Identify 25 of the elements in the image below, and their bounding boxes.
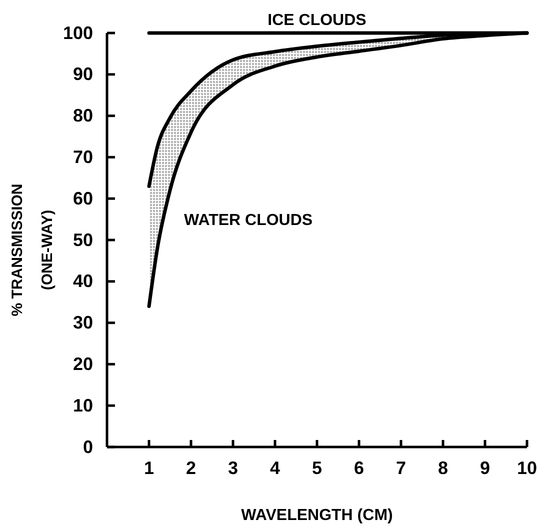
x-tick-label: 6 <box>354 458 364 478</box>
x-tick-label: 7 <box>396 458 406 478</box>
x-tick-label: 4 <box>270 458 280 478</box>
y-axis-title: % TRANSMISSION (ONE-WAY) <box>9 184 56 316</box>
x-tick-label: 1 <box>144 458 154 478</box>
y-tick-label: 20 <box>72 354 93 374</box>
x-tick-label: 5 <box>312 458 322 478</box>
annotation: WATER CLOUDS <box>184 212 313 229</box>
y-tick-label: 10 <box>72 395 93 416</box>
x-tick-label: 3 <box>228 458 238 478</box>
x-tick-label: 10 <box>516 458 537 478</box>
x-tick-label: 8 <box>438 458 448 478</box>
y-tick-label: 70 <box>72 146 93 167</box>
y-tick-label: 80 <box>72 106 93 126</box>
y-tick-label: 60 <box>72 188 93 208</box>
annotation: ICE CLOUDS <box>268 12 367 29</box>
x-tick-label: 9 <box>480 458 490 478</box>
y-tick-label: 100 <box>62 22 93 43</box>
x-axis-title: WAVELENGTH (CM) <box>241 507 393 524</box>
y-tick-label: 40 <box>72 271 93 292</box>
y-tick-label: 30 <box>72 312 93 333</box>
y-tick-label: 90 <box>72 64 93 84</box>
y-tick-label: 0 <box>82 436 93 457</box>
y-tick-label: 50 <box>72 230 93 250</box>
x-tick-label: 2 <box>186 458 196 478</box>
